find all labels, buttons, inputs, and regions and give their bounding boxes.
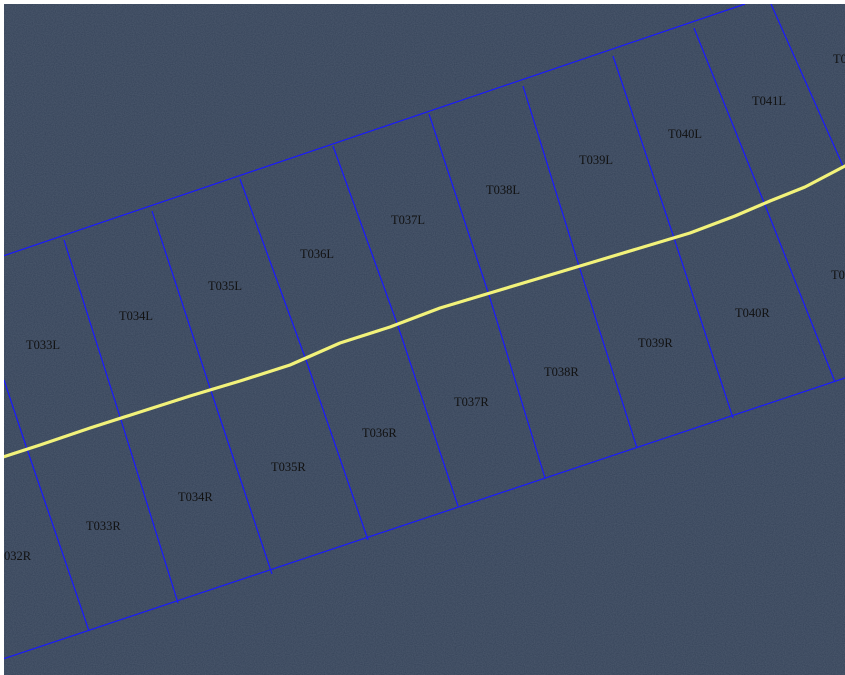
- left-cell-label: T034L: [119, 309, 153, 323]
- corridor-boundary-top: [4, 4, 746, 257]
- right-cell-divider: [764, 204, 836, 383]
- right-cell-divider: [209, 387, 273, 575]
- left-cell-divider: [332, 145, 399, 327]
- right-cell-label: T034R: [178, 490, 213, 504]
- right-cell-label: T038R: [544, 365, 579, 379]
- right-cell-divider: [578, 265, 638, 449]
- left-cell-label: T040L: [668, 127, 702, 141]
- right-cell-divider: [397, 325, 459, 507]
- right-cell-label: T039R: [638, 336, 673, 350]
- right-cell-label: T036R: [362, 426, 397, 440]
- left-cell-divider: [428, 113, 490, 296]
- left-cell-label: T036L: [300, 247, 334, 261]
- cell-labels: T033L T034L T035L T036L T037L T038L T039L T040L…: [4, 52, 845, 563]
- left-cell-divider: [239, 178, 307, 361]
- centerline-path[interactable]: [0, 164, 845, 459]
- left-cell-divider: [770, 4, 844, 167]
- right-cell-label: 032R: [4, 549, 32, 563]
- left-cell-label: T0: [833, 52, 845, 66]
- right-cell-label: T033R: [86, 519, 121, 533]
- right-cell-label: T037R: [454, 395, 489, 409]
- left-cell-label: T033L: [26, 338, 60, 352]
- right-cell-divider: [673, 237, 734, 419]
- left-cell-divider: [151, 210, 211, 389]
- left-cell-divider: [693, 27, 766, 206]
- left-cell-label: T039L: [579, 153, 613, 167]
- right-cell-label: T0: [831, 268, 845, 282]
- left-cell-divider: [522, 85, 580, 267]
- parcel-grid: [4, 4, 845, 660]
- left-cell-divider: [63, 239, 122, 421]
- right-cell-divider: [25, 445, 90, 632]
- right-cell-divider: [120, 419, 179, 604]
- right-cell-divider: [305, 359, 369, 541]
- right-cell-label: T035R: [271, 460, 306, 474]
- left-cell-label: T035L: [208, 279, 242, 293]
- left-cell-label: T037L: [391, 213, 425, 227]
- corridor-boundary-bottom: [4, 377, 845, 660]
- left-cell-divider: [612, 55, 675, 239]
- right-cell-label: T040R: [735, 306, 770, 320]
- right-cell-divider: [488, 294, 546, 479]
- left-cell-label: T038L: [486, 183, 520, 197]
- left-cell-label: T041L: [752, 94, 786, 108]
- left-cell-divider: [4, 379, 27, 447]
